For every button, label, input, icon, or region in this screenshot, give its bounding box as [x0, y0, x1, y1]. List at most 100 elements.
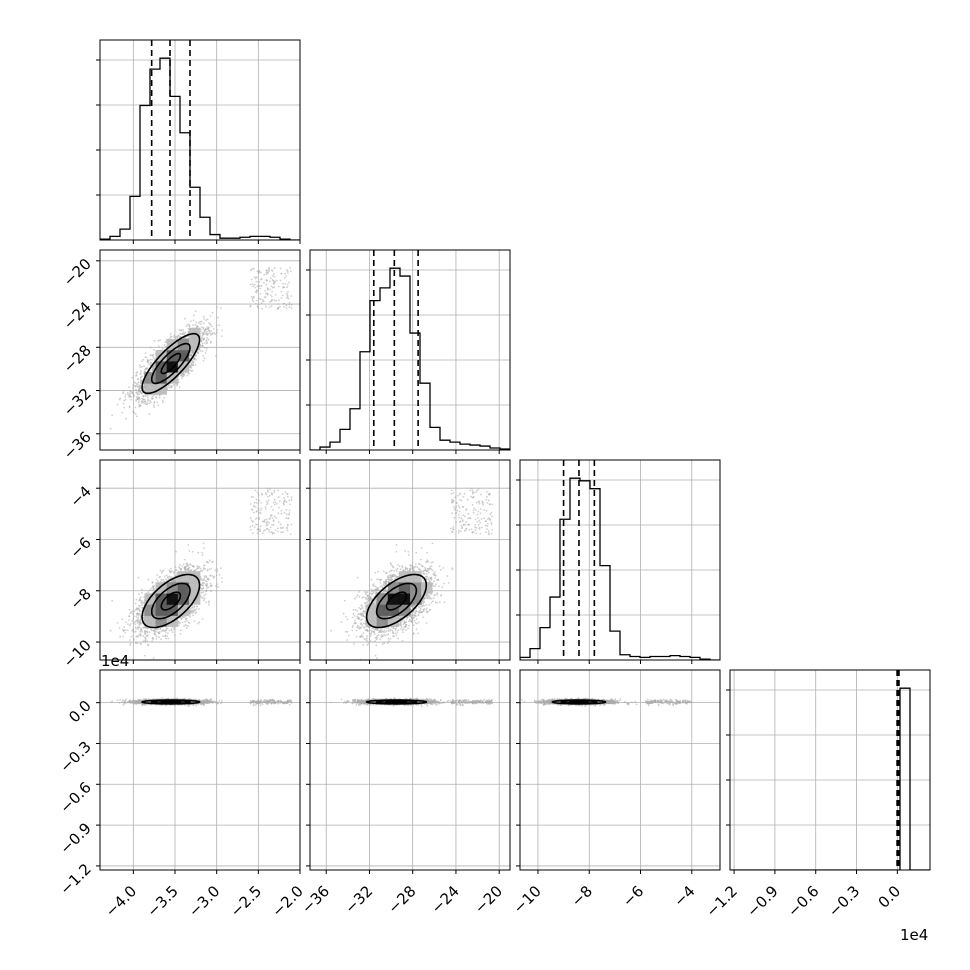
sample-point: [131, 620, 134, 622]
sample-point: [124, 398, 127, 401]
sample-point: [192, 324, 194, 326]
sample-point: [257, 507, 260, 510]
sample-point: [207, 604, 210, 606]
sample-point: [216, 583, 219, 585]
sample-point: [159, 339, 162, 342]
sample-point: [275, 299, 277, 302]
sample-point: [205, 586, 208, 589]
sample-point: [149, 354, 152, 357]
hist-1: [310, 267, 510, 450]
sample-point: [264, 305, 267, 308]
sample-point: [209, 582, 212, 585]
sample-point: [191, 610, 194, 613]
sample-point: [188, 566, 191, 569]
sample-point: [178, 567, 181, 569]
sample-point: [255, 502, 258, 504]
sample-point: [167, 637, 170, 640]
sample-point: [131, 610, 134, 613]
sample-point: [208, 568, 211, 571]
sample-point: [123, 626, 126, 629]
sample-point: [203, 547, 206, 549]
sample-point: [194, 609, 196, 612]
sample-point: [208, 322, 210, 324]
sample-point: [141, 375, 144, 378]
sample-point: [169, 335, 172, 337]
sample-point: [205, 601, 208, 604]
sample-point: [192, 361, 194, 364]
sample-point: [122, 402, 125, 405]
sample-point: [278, 299, 280, 302]
sample-point: [161, 399, 164, 402]
sample-point: [181, 621, 184, 624]
sample-point: [134, 621, 136, 623]
sample-point: [155, 635, 158, 638]
sample-point: [208, 330, 211, 332]
sample-point: [207, 327, 210, 330]
sample-point: [181, 375, 184, 378]
sample-point: [158, 345, 160, 348]
sample-point: [286, 286, 288, 289]
sample-point: [189, 609, 191, 611]
sample-point: [260, 302, 263, 305]
sample-point: [135, 627, 138, 630]
sample-point: [286, 529, 289, 532]
sample-point: [205, 342, 208, 345]
sample-point: [214, 569, 217, 572]
sample-point: [202, 542, 205, 545]
sample-point: [257, 272, 260, 274]
sample-point: [150, 397, 153, 400]
sample-point: [146, 401, 149, 404]
sample-point: [215, 324, 218, 327]
sample-point: [267, 495, 269, 498]
sample-point: [140, 602, 143, 605]
sample-point: [188, 325, 191, 328]
sample-point: [161, 347, 164, 350]
sample-point: [216, 329, 219, 331]
sample-point: [136, 397, 139, 400]
sample-point: [201, 554, 204, 556]
density-cell: [177, 350, 190, 362]
sample-point: [137, 383, 139, 386]
sample-point: [147, 396, 149, 399]
sample-point: [256, 285, 259, 287]
sample-point: [256, 491, 259, 494]
sample-point: [149, 401, 152, 404]
sample-point: [221, 581, 223, 583]
sample-point: [194, 357, 196, 360]
sample-point: [258, 517, 261, 519]
sample-point: [202, 332, 205, 335]
sample-point: [139, 384, 142, 387]
sample-point: [137, 385, 139, 388]
sample-point: [141, 392, 143, 395]
sample-point: [184, 317, 186, 320]
sample-point: [274, 501, 277, 503]
sample-point: [140, 634, 142, 636]
sample-point: [186, 619, 188, 622]
sample-point: [290, 523, 293, 526]
sample-point: [272, 274, 274, 277]
sample-point: [147, 362, 150, 365]
sample-point: [210, 330, 213, 332]
sample-point: [159, 569, 162, 572]
sample-point: [139, 376, 142, 379]
sample-point: [125, 417, 127, 420]
sample-point: [144, 356, 147, 359]
sample-point: [218, 324, 221, 326]
sample-point: [179, 336, 182, 338]
sample-point: [217, 316, 219, 319]
sample-point: [258, 281, 261, 283]
sample-point: [124, 629, 127, 631]
sample-point: [139, 390, 142, 393]
sample-point: [253, 505, 256, 508]
sample-point: [142, 358, 145, 361]
sample-point: [267, 499, 270, 502]
panel-1-0: [96, 249, 301, 454]
sample-point: [132, 392, 135, 395]
sample-point: [254, 286, 257, 289]
sample-point: [273, 532, 275, 535]
sample-point: [137, 390, 140, 393]
sample-point: [173, 334, 176, 337]
sample-point: [172, 383, 175, 386]
sample-point: [170, 386, 172, 389]
sample-point: [290, 295, 293, 297]
